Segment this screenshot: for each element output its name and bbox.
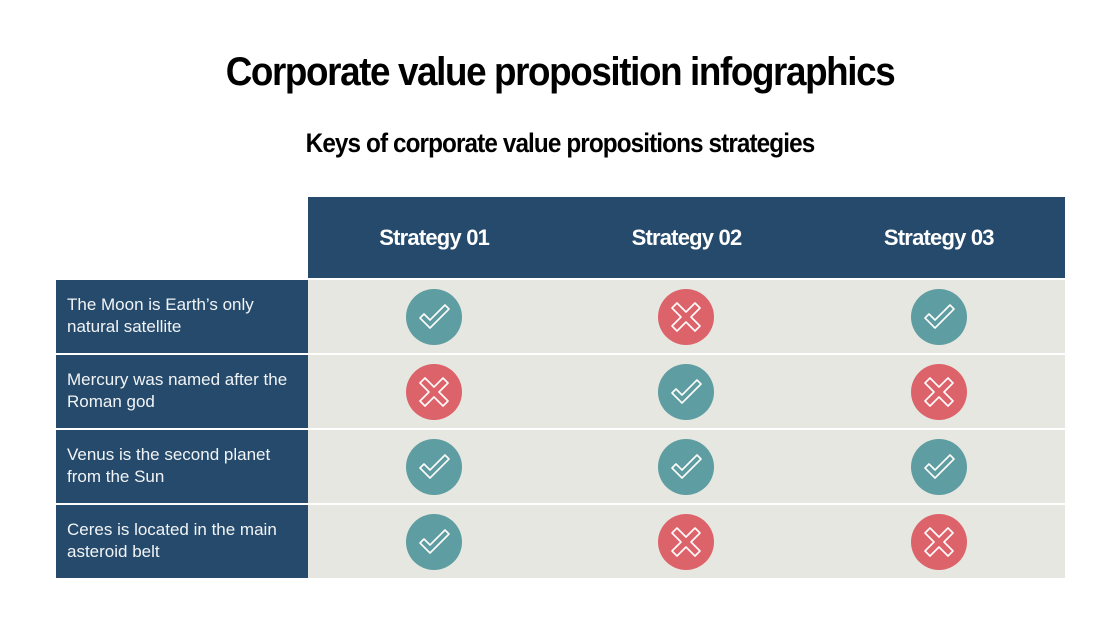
check-icon xyxy=(671,453,703,479)
table-cell xyxy=(560,355,812,428)
table-header: Strategy 01 Strategy 02 Strategy 03 xyxy=(308,197,1065,278)
table-cell xyxy=(308,430,560,503)
row-label: Ceres is located in the main asteroid be… xyxy=(56,505,308,578)
table-cell xyxy=(308,505,560,578)
table-row: Venus is the second planet from the Sun xyxy=(56,430,1065,503)
check-badge xyxy=(658,363,715,420)
cross-badge xyxy=(658,288,715,345)
check-icon xyxy=(924,453,955,479)
cross-icon xyxy=(671,526,702,557)
cross-icon xyxy=(671,301,702,332)
cross-badge xyxy=(658,513,715,570)
check-badge xyxy=(910,288,967,345)
row-label: Venus is the second planet from the Sun xyxy=(56,430,308,503)
table-row: The Moon is Earth’s only natural satelli… xyxy=(56,280,1065,353)
table-cell xyxy=(813,355,1065,428)
check-badge xyxy=(406,288,463,345)
check-badge xyxy=(910,438,967,495)
table-cell xyxy=(560,430,812,503)
row-label: The Moon is Earth’s only natural satelli… xyxy=(56,280,308,353)
table-cell xyxy=(560,280,812,353)
table-cell xyxy=(813,505,1065,578)
check-icon xyxy=(419,303,450,329)
column-header-strategy-02: Strategy 02 xyxy=(631,224,743,250)
cross-badge xyxy=(910,363,967,420)
check-icon xyxy=(924,303,955,329)
row-cells xyxy=(308,355,1065,428)
table-cell xyxy=(813,280,1065,353)
check-icon xyxy=(419,453,450,479)
check-icon xyxy=(671,378,703,404)
cross-badge xyxy=(406,363,463,420)
table-cell xyxy=(560,505,812,578)
check-icon xyxy=(419,528,450,554)
check-badge xyxy=(406,438,463,495)
cross-icon xyxy=(924,376,954,407)
table-cell xyxy=(308,280,560,353)
column-header-strategy-01: Strategy 01 xyxy=(379,224,490,250)
row-cells xyxy=(308,505,1065,578)
table-cell xyxy=(813,430,1065,503)
column-header-strategy-03: Strategy 03 xyxy=(883,224,995,250)
cross-badge xyxy=(910,513,967,570)
cross-icon xyxy=(924,526,954,557)
table-row: Mercury was named after the Roman god xyxy=(56,355,1065,428)
table-row: Ceres is located in the main asteroid be… xyxy=(56,505,1065,578)
cross-icon xyxy=(419,376,449,407)
row-label: Mercury was named after the Roman god xyxy=(56,355,308,428)
page-title: Corporate value proposition infographics xyxy=(225,50,896,94)
check-badge xyxy=(406,513,463,570)
page-subtitle: Keys of corporate value propositions str… xyxy=(305,128,816,158)
table-cell xyxy=(308,355,560,428)
row-cells xyxy=(308,430,1065,503)
row-cells xyxy=(308,280,1065,353)
check-badge xyxy=(658,438,715,495)
